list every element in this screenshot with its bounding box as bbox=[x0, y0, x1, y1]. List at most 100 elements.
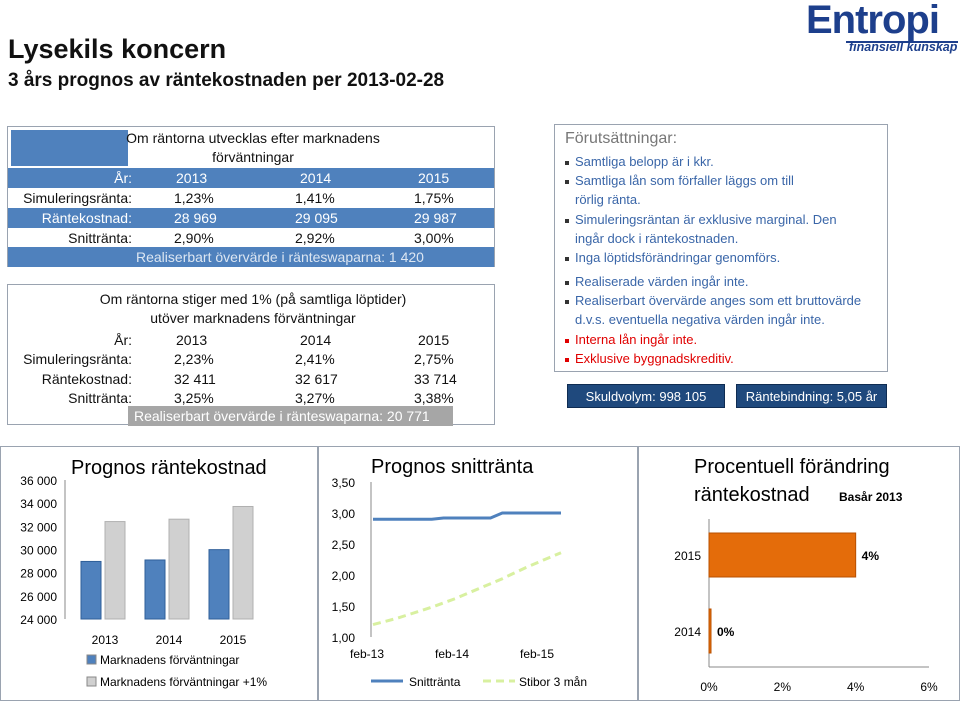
page-title: Lysekils koncern bbox=[8, 34, 227, 64]
scenario2-row-avg: Snittränta: 3,25% 3,27% 3,38% bbox=[8, 388, 494, 408]
row-label: Simuleringsränta: bbox=[23, 351, 132, 367]
bar-value-label: 0% bbox=[717, 625, 735, 639]
assumption-item: Inga löptidsförändringar genomförs. bbox=[565, 250, 780, 265]
assumption-item-cont: ingår dock i räntekostnaden. bbox=[575, 231, 739, 246]
y-tick-label: 2,00 bbox=[332, 569, 356, 583]
x-tick-label: feb-15 bbox=[520, 647, 554, 661]
x-tick-label: 2015 bbox=[220, 633, 247, 647]
cell: 2014 bbox=[300, 332, 332, 348]
chart-subtitle: Basår 2013 bbox=[839, 490, 903, 504]
cell: 1,41% bbox=[295, 190, 335, 206]
assumption-item: Simuleringsräntan är exklusive marginal.… bbox=[565, 212, 837, 227]
skuldvolym-badge: Skuldvolym: 998 105 bbox=[567, 384, 725, 408]
y-tick-label: 28 000 bbox=[20, 567, 57, 581]
scenario1-swap-text: Realiserbart övervärde i ränteswaparna: … bbox=[136, 249, 424, 265]
cell: 3,38% bbox=[414, 390, 454, 406]
row-label: Snittränta: bbox=[68, 390, 132, 406]
chart-rantekostnad-svg: Prognos räntekostnad 24 000 26 000 28 000 30… bbox=[20, 457, 267, 689]
scenario2-heading-1: Om räntorna stiger med 1% (på samtliga l… bbox=[99, 291, 407, 307]
cell: 2,75% bbox=[414, 351, 454, 367]
cell: 1,23% bbox=[174, 190, 214, 206]
bar-market-2013 bbox=[80, 560, 102, 620]
bar-2014 bbox=[708, 608, 712, 654]
series-line-snittranta bbox=[373, 511, 561, 521]
scenario2-panel: Om räntorna stiger med 1% (på samtliga l… bbox=[7, 284, 495, 426]
rantebindning-badge: Räntebindning: 5,05 år bbox=[736, 384, 887, 408]
bar-market-plus-1-2015 bbox=[232, 505, 254, 620]
scenario2-swap-row: Realiserbart övervärde i ränteswaparna: … bbox=[128, 406, 453, 426]
cell: 2013 bbox=[176, 332, 208, 348]
series-line-stibor bbox=[372, 551, 562, 627]
assumption-item-cont: rörlig ränta. bbox=[575, 192, 641, 207]
y-tick-label: 30 000 bbox=[20, 544, 57, 558]
scenario2-row-sim: Simuleringsränta: 2,23% 2,41% 2,75% bbox=[8, 349, 494, 369]
bar-market-2015 bbox=[208, 549, 230, 620]
chart-snittranta: Prognos snittränta 1,00 1,50 2,00 2,50 3,00 3,… bbox=[318, 446, 638, 701]
cell: 2013 bbox=[176, 170, 208, 186]
y-tick-label: 2015 bbox=[674, 549, 701, 563]
cell: 32 617 bbox=[295, 371, 338, 387]
bar-market-plus-1-2014 bbox=[168, 518, 190, 620]
scenario2-row-cost: Räntekostnad: 32 411 32 617 33 714 bbox=[8, 369, 494, 389]
cell: 32 411 bbox=[174, 371, 216, 387]
scenario1-accent bbox=[11, 130, 128, 166]
x-tick-label: 6% bbox=[920, 680, 938, 694]
cell: 2,90% bbox=[174, 230, 214, 246]
row-label: År: bbox=[114, 332, 132, 348]
assumption-item-red: Interna lån ingår inte. bbox=[565, 332, 697, 347]
scenario2-swap-text: Realiserbart övervärde i ränteswaparna: … bbox=[134, 408, 430, 424]
scenario1-row-year: År: 2013 2014 2015 bbox=[8, 168, 494, 188]
assumption-item: Realiserade värden ingår inte. bbox=[565, 274, 748, 289]
assumptions-title: Förutsättningar: bbox=[565, 130, 678, 147]
legend-label: Stibor 3 mån bbox=[519, 675, 587, 689]
legend-label: Marknadens förväntningar bbox=[100, 653, 239, 667]
y-tick-label: 3,50 bbox=[332, 476, 356, 490]
assumption-item: Samtliga belopp är i kkr. bbox=[565, 154, 714, 169]
scenario1-row-sim: Simuleringsränta: 1,23% 1,41% 1,75% bbox=[8, 188, 494, 208]
cell: 2014 bbox=[300, 170, 332, 186]
cell: 28 969 bbox=[174, 210, 217, 226]
entropi-logo: Entropi finansiell kunskap bbox=[806, 0, 958, 54]
y-tick-label: 1,00 bbox=[332, 631, 356, 645]
row-label: Snittränta: bbox=[68, 230, 132, 246]
scenario1-heading-2: förväntningar bbox=[212, 149, 294, 165]
legend-swatch bbox=[86, 676, 97, 687]
x-tick-label: 0% bbox=[700, 680, 718, 694]
bar-value-label: 4% bbox=[862, 549, 880, 563]
cell: 29 987 bbox=[414, 210, 457, 226]
bar-market-2014 bbox=[144, 559, 166, 620]
cell: 3,00% bbox=[414, 230, 454, 246]
cell: 2,41% bbox=[295, 351, 335, 367]
y-tick-label: 34 000 bbox=[20, 497, 57, 511]
assumption-item-red: Exklusive byggnadskreditiv. bbox=[565, 351, 734, 366]
cell: 33 714 bbox=[414, 371, 457, 387]
chart-snittranta-svg: Prognos snittränta 1,00 1,50 2,00 2,50 3,00 3,… bbox=[332, 456, 587, 689]
y-tick-label: 1,50 bbox=[332, 600, 356, 614]
cell: 2,92% bbox=[295, 230, 335, 246]
x-tick-label: 2014 bbox=[156, 633, 183, 647]
chart-forandring: Procentuell förändring räntekostnad Basår … bbox=[638, 446, 960, 701]
x-tick-label: 2% bbox=[774, 680, 792, 694]
bar-market-plus-1-2013 bbox=[104, 521, 126, 620]
logo-tag: finansiell kunskap bbox=[849, 40, 958, 54]
x-tick-label: 4% bbox=[847, 680, 865, 694]
y-tick-label: 36 000 bbox=[20, 474, 57, 488]
row-label: Räntekostnad: bbox=[41, 210, 132, 226]
chart-title: Prognos snittränta bbox=[371, 456, 534, 478]
legend-label: Marknadens förväntningar +1% bbox=[100, 675, 267, 689]
assumptions-panel: Förutsättningar: Samtliga belopp är i kk… bbox=[554, 124, 888, 372]
row-label: År: bbox=[114, 170, 132, 186]
scenario1-heading-1: Om räntorna utvecklas efter marknadens bbox=[126, 130, 380, 146]
cell: 2015 bbox=[418, 170, 450, 186]
scenario1-swap-row: Realiserbart övervärde i ränteswaparna: … bbox=[8, 247, 494, 267]
page-subtitle: 3 års prognos av räntekostnaden per 2013… bbox=[8, 70, 445, 91]
chart-title-line2: räntekostnad bbox=[694, 484, 810, 506]
x-tick-label: 2013 bbox=[92, 633, 119, 647]
assumption-item-cont: d.v.s. eventuella negativa värden ingår … bbox=[575, 312, 825, 327]
x-tick-label: feb-13 bbox=[350, 647, 384, 661]
x-tick-label: feb-14 bbox=[435, 647, 469, 661]
legend-label: Snittränta bbox=[409, 675, 461, 689]
cell: 2015 bbox=[418, 332, 450, 348]
y-tick-label: 32 000 bbox=[20, 520, 57, 534]
cell: 2,23% bbox=[174, 351, 214, 367]
